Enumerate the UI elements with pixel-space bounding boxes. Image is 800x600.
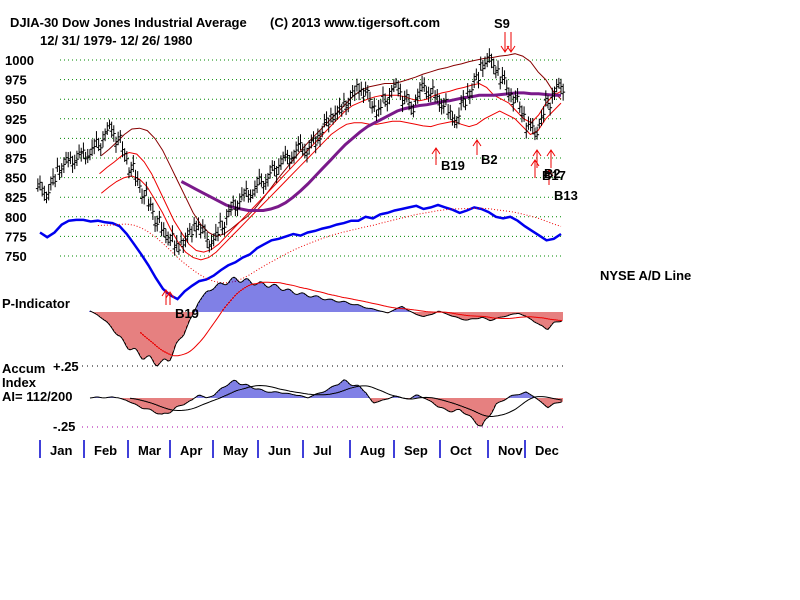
month-label: Feb	[94, 443, 117, 458]
y-tick-label: 750	[5, 249, 27, 264]
accum-label-line2: Index	[2, 375, 37, 390]
lower-band-line	[100, 102, 562, 261]
price-bars	[35, 48, 566, 256]
signal-label: B19	[441, 158, 465, 173]
copyright-text: (C) 2013 www.tigersoft.com	[270, 15, 440, 30]
accum-index-panel	[82, 365, 563, 428]
signal-label: S9	[494, 16, 510, 31]
sell-arrow-head	[500, 45, 510, 53]
mid-band-line	[99, 82, 562, 253]
buy-arrow-head	[472, 139, 482, 147]
signal-label: B17	[542, 168, 566, 183]
y-tick-label: 950	[5, 92, 27, 107]
y-tick-label: 900	[5, 131, 27, 146]
y-tick-label: 875	[5, 151, 27, 166]
month-label: Oct	[450, 443, 472, 458]
accum-bottom-tick: -.25	[53, 419, 75, 434]
y-tick-label: 850	[5, 171, 27, 186]
accum-top-tick: +.25	[53, 359, 79, 374]
ai-label: AI= 112/200	[2, 389, 72, 404]
month-label: Jan	[50, 443, 72, 458]
buy-arrow-head	[532, 149, 542, 157]
ad-line-label: NYSE A/D Line	[600, 268, 691, 283]
month-label: Nov	[498, 443, 523, 458]
sell-arrow-head	[506, 45, 516, 53]
month-label: Apr	[180, 443, 202, 458]
accum-label-line1: Accum	[2, 361, 45, 376]
buy-arrow-head	[431, 147, 441, 155]
accum-index-outline	[89, 379, 563, 427]
x-axis: Jan Feb Mar Apr May Jun Jul Aug Sep Oct Nov Dec	[39, 440, 559, 458]
y-tick-label: 975	[5, 73, 27, 88]
p-indicator-label: P-Indicator	[2, 296, 70, 311]
p-indicator-outline	[89, 276, 563, 367]
y-tick-label: 1000	[5, 53, 34, 68]
price-y-axis: 1000 975 950 925 900 875 850 825 800 775 750	[5, 53, 34, 264]
ad-line-group	[39, 203, 562, 301]
accum-index-ma	[129, 384, 563, 417]
p-indicator-ma	[139, 281, 563, 357]
y-tick-label: 775	[5, 229, 27, 244]
chart-subtitle: 12/ 31/ 1979- 12/ 26/ 1980	[40, 33, 193, 48]
signal-label: B2	[481, 152, 498, 167]
p-indicator-panel	[89, 276, 563, 367]
signal-label: B13	[554, 188, 578, 203]
chart-title: DJIA-30 Dow Jones Industrial Average	[10, 15, 247, 30]
signal-label: B19	[175, 306, 199, 321]
month-label: Dec	[535, 443, 559, 458]
buy-arrow-head	[165, 291, 175, 299]
month-label: Sep	[404, 443, 428, 458]
ad-line-ma	[97, 207, 562, 284]
y-tick-label: 825	[5, 190, 27, 205]
month-label: Aug	[360, 443, 385, 458]
buy-arrow-head	[546, 149, 556, 157]
signal-label: B2	[544, 166, 561, 181]
month-label: May	[223, 443, 249, 458]
buy-arrow-head	[530, 159, 540, 167]
month-label: Jun	[268, 443, 291, 458]
month-label: Mar	[138, 443, 161, 458]
ad-line	[39, 203, 562, 301]
moving-average-line	[180, 91, 561, 212]
month-label: Jul	[313, 443, 332, 458]
y-tick-label: 800	[5, 210, 27, 225]
buy-arrow-head	[544, 169, 554, 177]
y-tick-label: 925	[5, 112, 27, 127]
